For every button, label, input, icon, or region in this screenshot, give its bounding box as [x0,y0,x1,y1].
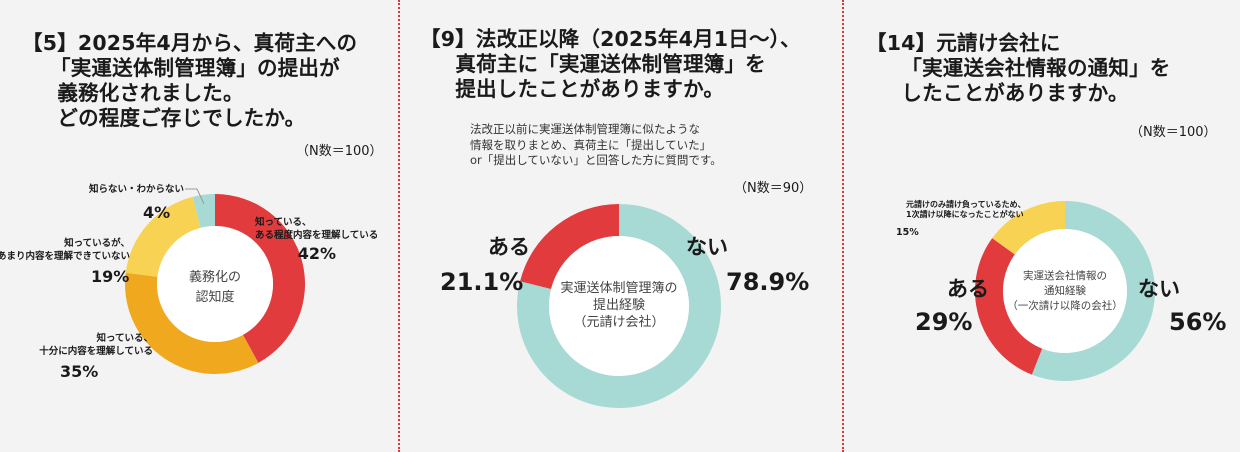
sample-size-label: （N数＝100） [296,144,383,159]
value-label: 21.1% [440,268,523,296]
question-title: 【14】元請け会社に 「実運送会社情報の通知」を したことがありますか。 [866,31,1171,105]
donut-slice [215,194,305,363]
category-label: ある [947,277,989,301]
center-label: 義務化の [189,269,241,285]
donut-slice [124,272,259,374]
slice-label: あまり内容を理解できていない [0,250,130,262]
value-label: 56% [1169,308,1226,336]
slice-label: 元請けのみ請け負っているため、 [906,199,1026,209]
donut-slice [1031,201,1155,381]
value-label: 19% [91,267,129,286]
donut-hole [549,236,689,376]
slice-label: 知っている、 [254,216,312,228]
panel-divider-2 [842,0,844,452]
slice-label: 知らない・わからない [88,183,184,195]
donut-slice [125,196,201,277]
question-title: 【5】2025年4月から、真荷主への 「実運送体制管理簿」の提出が 義務化されま… [22,31,358,130]
survey-panel-q9: 【9】法改正以降（2025年4月1日～）、 真荷主に「実運送体制管理簿」を 提出… [400,0,842,452]
donut-slice [520,204,619,290]
center-label: （一次請け以降の会社） [1007,299,1123,312]
value-label: 42% [298,244,336,263]
slice-label: ある程度内容を理解している [255,229,378,241]
center-label: 提出経験 [593,297,645,313]
sample-size-label: （N数＝90） [734,181,813,196]
value-label: 78.9% [726,268,809,296]
survey-panel-q5: 【5】2025年4月から、真荷主への 「実運送体制管理簿」の提出が 義務化されま… [0,0,398,452]
donut-chart-awareness: 義務化の認知度知っている、ある程度内容を理解している42%知っている、十分に内容… [0,183,378,381]
category-label: ある [488,235,530,259]
value-label: 35% [60,362,98,381]
donut-slice [192,194,215,228]
value-label: 15% [896,227,919,238]
donut-slice [992,201,1065,255]
donut-slice [517,204,721,408]
donut-hole [1003,229,1127,353]
value-label: 4% [143,203,170,222]
slice-label: 1次請け以降になったことがない [906,209,1024,219]
sample-size-label: （N数＝100） [1130,125,1217,140]
category-label: ない [686,235,728,259]
value-label: 29% [915,308,972,336]
donut-slice [975,238,1043,375]
category-label: ない [1138,277,1180,301]
center-label: 実運送体制管理簿の [560,280,677,296]
slice-label: 知っている、 [95,332,153,344]
question-title: 【9】法改正以降（2025年4月1日～）、 真荷主に「実運送体制管理簿」を 提出… [420,27,801,101]
slice-label: 十分に内容を理解している [39,345,153,357]
center-label: 認知度 [195,289,234,305]
center-label: 実運送会社情報の [1023,269,1107,282]
panel-divider-1 [398,0,400,452]
donut-hole [157,226,273,342]
question-note: 法改正以前に実運送体制管理簿に似たような 情報を取りまとめ、真荷主に「提出してい… [470,122,722,167]
survey-panel-q14: 【14】元請け会社に 「実運送会社情報の通知」を したことがありますか。 （N数… [844,0,1240,452]
center-label: （元請け会社） [573,314,664,330]
slice-label: 知っているが、 [63,237,130,249]
leader-line [196,188,205,205]
center-label: 通知経験 [1044,284,1086,297]
